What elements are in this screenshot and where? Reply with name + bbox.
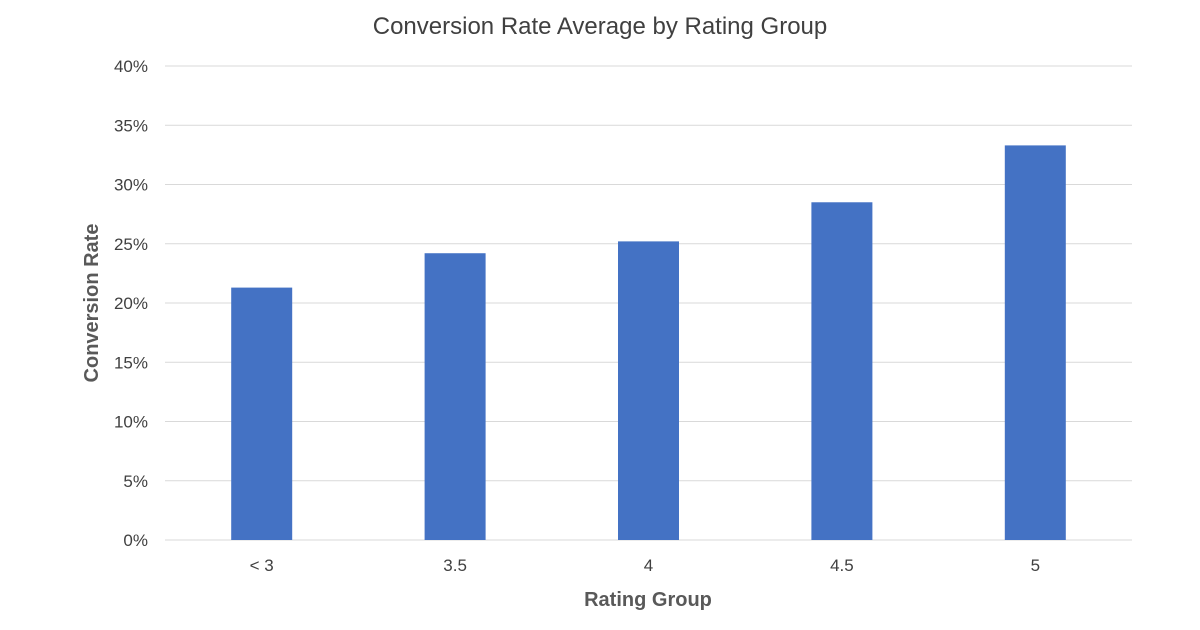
- x-tick-label: 5: [1031, 556, 1040, 575]
- y-tick-label: 10%: [114, 413, 148, 432]
- x-tick-label: < 3: [250, 556, 274, 575]
- bars: [231, 145, 1066, 541]
- bar: [1004, 145, 1066, 540]
- y-tick-label: 0%: [123, 531, 148, 550]
- y-tick-label: 30%: [114, 176, 148, 195]
- y-tick-label: 40%: [114, 57, 148, 76]
- x-tick-label: 3.5: [443, 556, 467, 575]
- y-axis-title: Conversion Rate: [81, 224, 103, 383]
- bar: [424, 253, 486, 541]
- y-tick-label: 15%: [114, 353, 148, 372]
- x-axis-title: Rating Group: [584, 589, 712, 611]
- y-axis-ticks: 0% 5% 10% 15% 20% 25% 30% 35% 40%: [114, 57, 148, 550]
- y-tick-label: 20%: [114, 294, 148, 313]
- x-axis-ticks: < 3 3.5 4 4.5 5: [250, 556, 1040, 575]
- x-tick-label: 4: [644, 556, 653, 575]
- y-tick-label: 35%: [114, 116, 148, 135]
- y-tick-label: 5%: [123, 472, 148, 491]
- bar: [811, 202, 873, 540]
- bar: [618, 241, 679, 540]
- y-tick-label: 25%: [114, 235, 148, 254]
- bar: [231, 287, 293, 540]
- chart-title: Conversion Rate Average by Rating Group: [373, 13, 828, 40]
- x-tick-label: 4.5: [830, 556, 854, 575]
